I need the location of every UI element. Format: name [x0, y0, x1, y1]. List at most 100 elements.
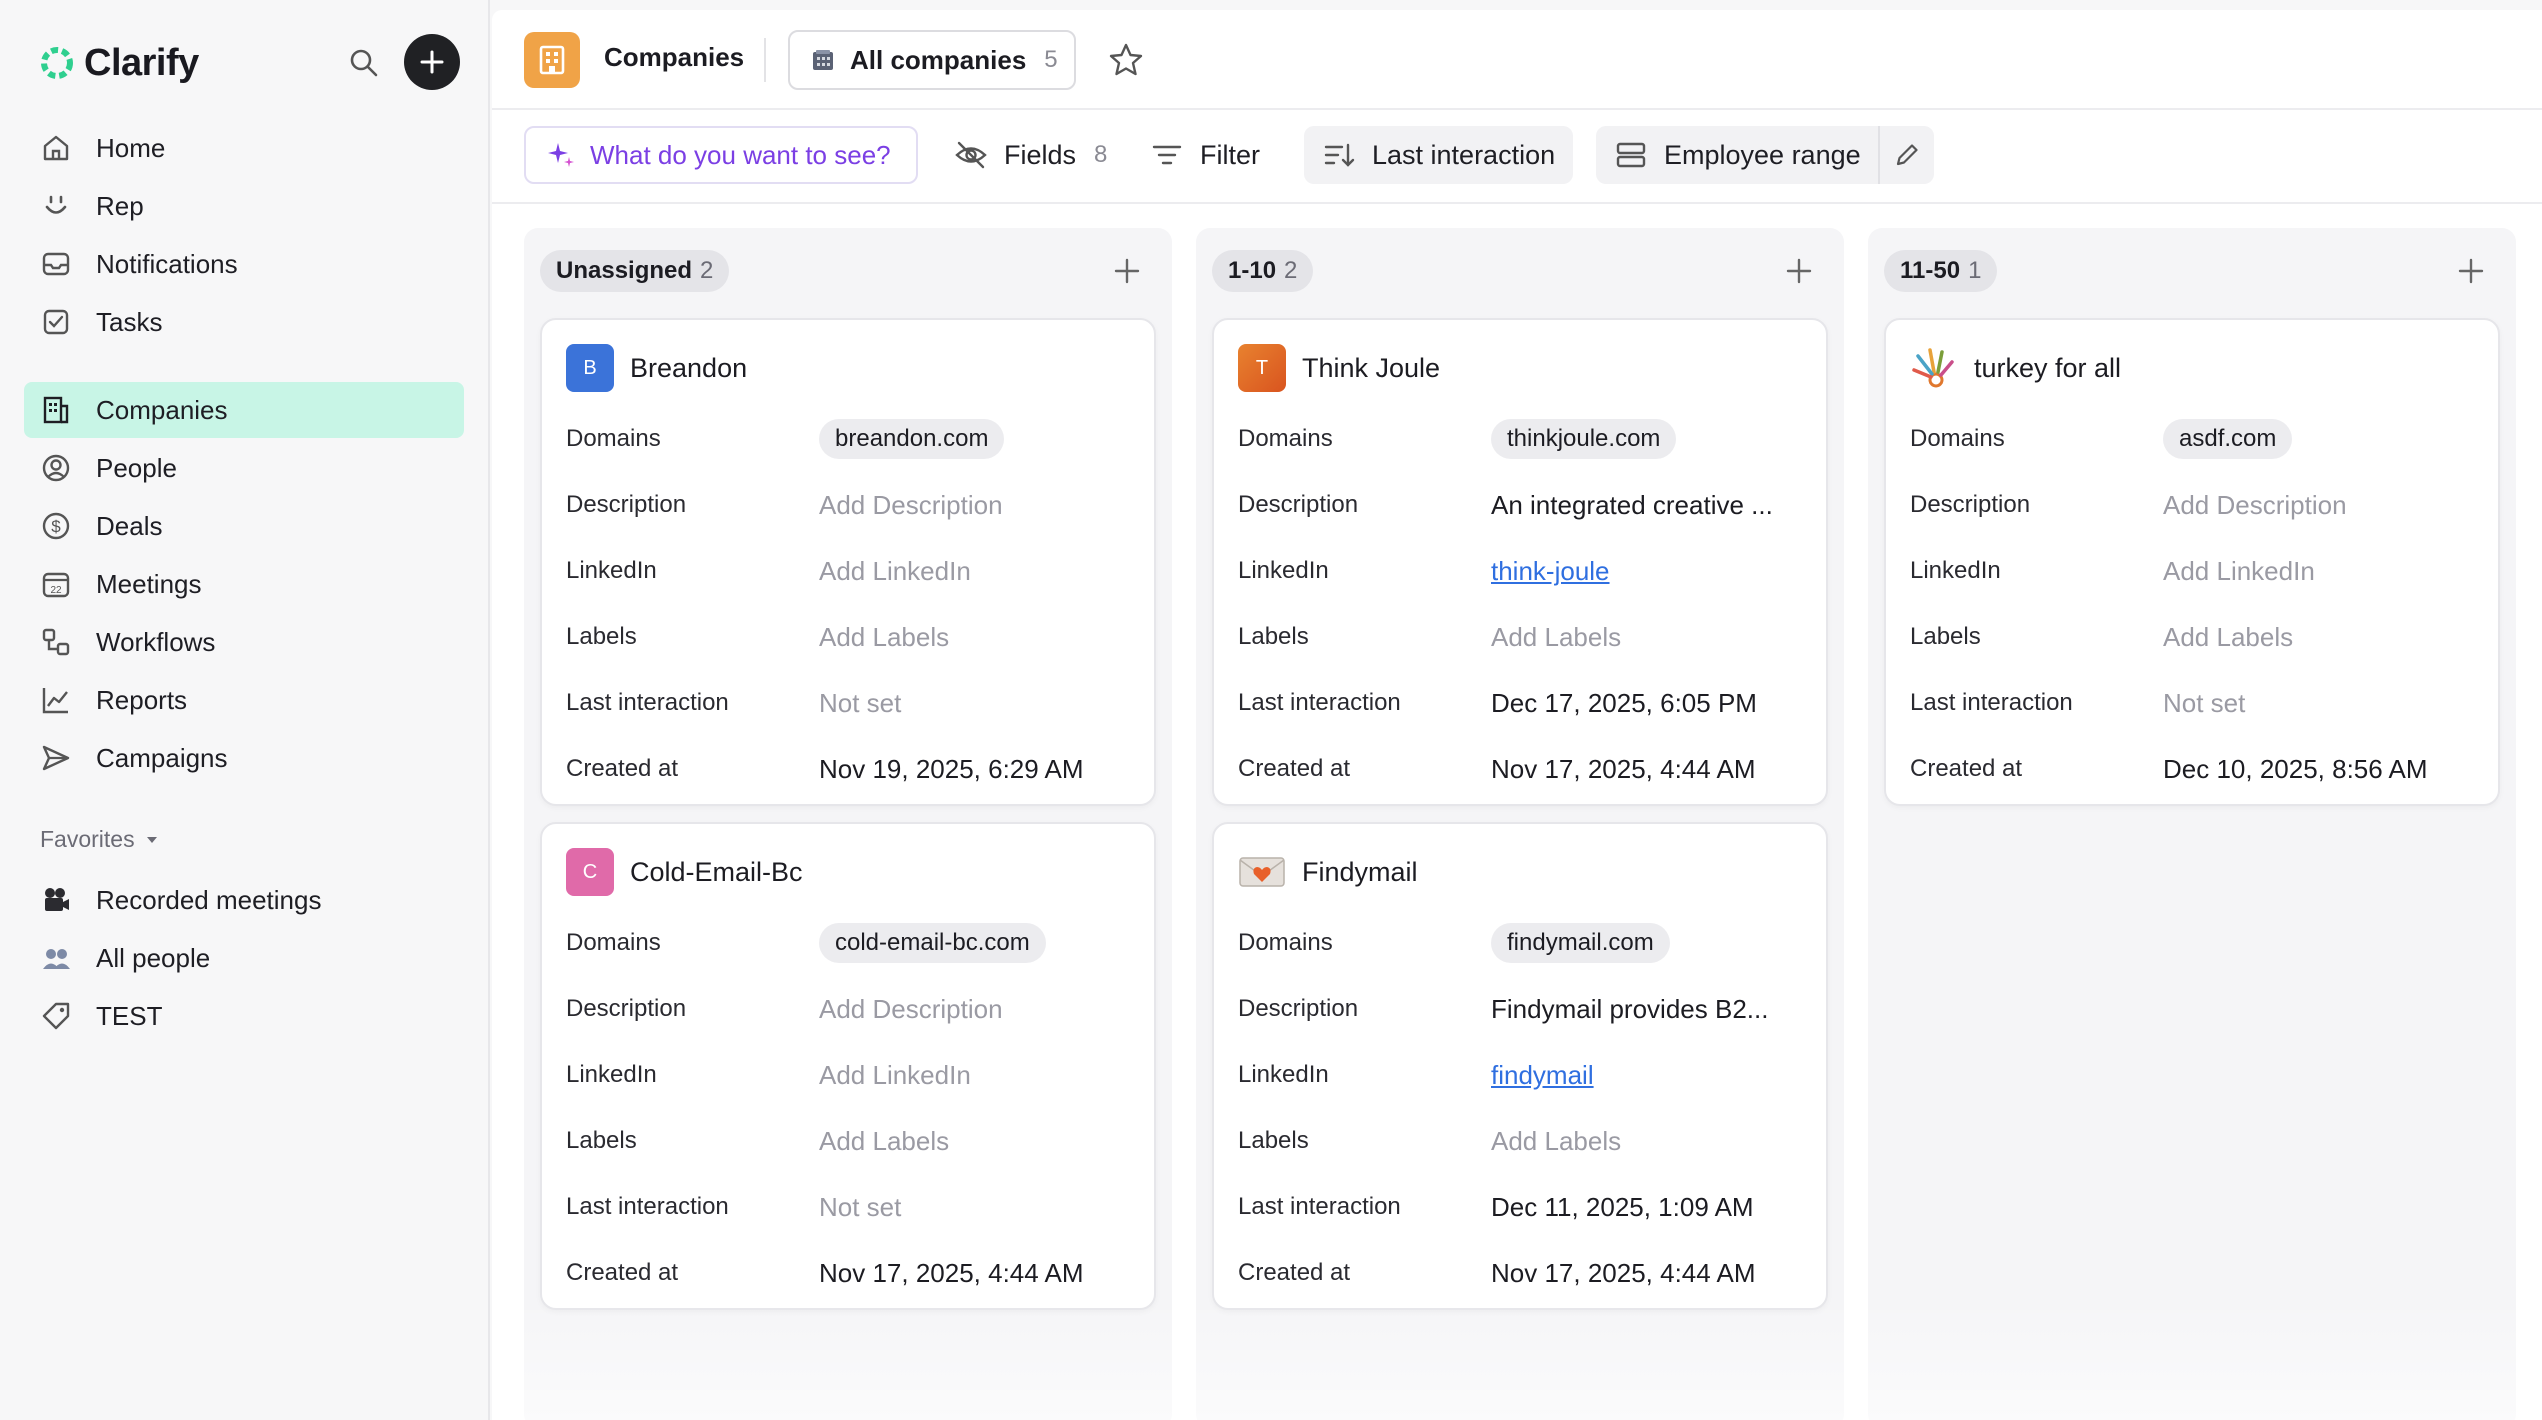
company-name[interactable]: Findymail	[1302, 856, 1418, 887]
sort-button[interactable]: Last interaction	[1304, 126, 1574, 184]
field-label: LinkedIn	[566, 1061, 657, 1088]
board-column-unassigned: Unassigned 2 B Breandon Domains breandon.…	[524, 228, 1172, 1420]
view-label: All companies	[850, 44, 1027, 75]
field-labels: Labels Add Labels	[1238, 1116, 1808, 1166]
sidebar-item-deals[interactable]: $ Deals	[24, 498, 464, 554]
sidebar-item-rep[interactable]: Rep	[24, 178, 464, 234]
favorites-header[interactable]: Favorites	[40, 826, 159, 853]
linkedin-link[interactable]: findymail	[1491, 1059, 1594, 1090]
sidebar-item-reports[interactable]: Reports	[24, 672, 464, 728]
company-name[interactable]: turkey for all	[1974, 352, 2122, 383]
tag-icon	[38, 998, 74, 1034]
field-label: Last interaction	[1238, 1193, 1401, 1220]
create-new-button[interactable]	[404, 34, 460, 90]
card-header: B Breandon	[566, 344, 747, 392]
sidebar-item-label: Workflows	[96, 626, 216, 657]
domain-chip[interactable]: breandon.com	[819, 419, 1005, 459]
field-domains: Domains asdf.com	[1910, 414, 2480, 464]
column-header[interactable]: 11-50 1	[1884, 250, 1998, 292]
fields-button[interactable]: Fields 8	[936, 126, 1125, 184]
company-card[interactable]: C Cold-Email-Bc Domains cold-email-bc.com…	[540, 822, 1156, 1310]
field-label: Created at	[566, 1259, 679, 1286]
ai-query-button[interactable]: What do you want to see?	[524, 126, 918, 184]
sidebar-item-tasks[interactable]: Tasks	[24, 294, 464, 350]
filter-button[interactable]: Filter	[1132, 126, 1278, 184]
building-icon	[813, 50, 833, 70]
linkedin-link[interactable]: think-joule	[1491, 555, 1610, 586]
labels-value[interactable]: Add Labels	[819, 621, 950, 652]
field-label: Domains	[1238, 929, 1333, 956]
column-count: 2	[700, 257, 714, 284]
filter-icon	[1152, 145, 1182, 165]
field-domains: Domains breandon.com	[566, 414, 1136, 464]
view-selector[interactable]: All companies 5	[788, 30, 1076, 90]
favorites-list: Recorded meetings All people TEST	[24, 872, 464, 1046]
field-description: Description Findymail provides B2...	[1238, 984, 1808, 1034]
field-linkedin: LinkedIn think-joule	[1238, 546, 1808, 596]
inbox-icon	[38, 246, 74, 282]
sort-label: Last interaction	[1372, 139, 1556, 170]
description-value[interactable]: Add Description	[819, 993, 1003, 1024]
labels-value[interactable]: Add Labels	[819, 1125, 950, 1156]
caret-down-icon	[146, 836, 157, 843]
linkedin-value[interactable]: Add LinkedIn	[819, 1059, 971, 1090]
eye-off-icon	[955, 141, 987, 169]
favorite-star-button[interactable]	[1106, 40, 1146, 80]
add-card-button[interactable]	[2450, 250, 2492, 292]
company-card[interactable]: B Breandon Domains breandon.com Descripti…	[540, 318, 1156, 806]
description-value[interactable]: An integrated creative ...	[1491, 489, 1773, 520]
add-card-button[interactable]	[1106, 250, 1148, 292]
sidebar-item-notifications[interactable]: Notifications	[24, 236, 464, 292]
pencil-icon	[1896, 144, 1918, 166]
domain-chip[interactable]: findymail.com	[1491, 923, 1670, 963]
favorite-item-test[interactable]: TEST	[24, 988, 464, 1044]
description-value[interactable]: Add Description	[2163, 489, 2347, 520]
sidebar-item-workflows[interactable]: Workflows	[24, 614, 464, 670]
labels-value[interactable]: Add Labels	[2163, 621, 2294, 652]
column-header[interactable]: 1-10 2	[1212, 250, 1314, 292]
created-at-value: Nov 19, 2025, 6:29 AM	[819, 753, 1084, 784]
description-value[interactable]: Findymail provides B2...	[1491, 993, 1769, 1024]
sidebar-item-home[interactable]: Home	[24, 120, 464, 176]
favorite-item-recorded-meetings[interactable]: Recorded meetings	[24, 872, 464, 928]
field-label: Labels	[1910, 623, 1981, 650]
column-count: 2	[1284, 257, 1298, 284]
search-button[interactable]	[342, 38, 386, 88]
field-label: Created at	[1910, 755, 2023, 782]
linkedin-value[interactable]: Add LinkedIn	[819, 555, 971, 586]
add-card-button[interactable]	[1778, 250, 1820, 292]
companies-badge	[524, 32, 580, 88]
domain-chip[interactable]: asdf.com	[2163, 419, 2293, 459]
group-by-button[interactable]: Employee range	[1596, 126, 1879, 184]
domain-chip[interactable]: thinkjoule.com	[1491, 419, 1677, 459]
sidebar-item-people[interactable]: People	[24, 440, 464, 496]
column-header[interactable]: Unassigned 2	[540, 250, 730, 292]
linkedin-value[interactable]: Add LinkedIn	[2163, 555, 2315, 586]
sidebar-item-campaigns[interactable]: Campaigns	[24, 730, 464, 786]
sidebar-item-companies[interactable]: Companies	[24, 382, 464, 438]
video-camera-icon	[38, 882, 74, 918]
company-name[interactable]: Cold-Email-Bc	[630, 856, 803, 887]
company-name[interactable]: Breandon	[630, 352, 748, 383]
domain-chip[interactable]: cold-email-bc.com	[819, 923, 1046, 963]
company-card[interactable]: Findymail Domains findymail.com Descripti…	[1212, 822, 1828, 1310]
edit-group-button[interactable]	[1878, 126, 1934, 184]
field-created-at: Created at Dec 10, 2025, 8:56 AM	[1910, 744, 2480, 794]
field-description: Description An integrated creative ...	[1238, 480, 1808, 530]
field-label: Domains	[566, 425, 661, 452]
plus-icon	[1786, 258, 1812, 284]
company-card[interactable]: T Think Joule Domains thinkjoule.com Desc…	[1212, 318, 1828, 806]
labels-value[interactable]: Add Labels	[1491, 621, 1622, 652]
company-name[interactable]: Think Joule	[1302, 352, 1441, 383]
favorite-item-all-people[interactable]: All people	[24, 930, 464, 986]
description-value[interactable]: Add Description	[819, 489, 1003, 520]
field-label: Last interaction	[566, 689, 729, 716]
labels-value[interactable]: Add Labels	[1491, 1125, 1622, 1156]
people-icon	[38, 940, 74, 976]
sidebar-item-meetings[interactable]: 22 Meetings	[24, 556, 464, 612]
sidebar-item-label: Home	[96, 132, 166, 163]
company-card[interactable]: turkey for all Domains asdf.com Descripti…	[1884, 318, 2500, 806]
card-header: Findymail	[1238, 848, 1418, 896]
sidebar-item-label: Tasks	[96, 306, 163, 337]
brand-logo[interactable]: Clarify	[38, 38, 199, 88]
